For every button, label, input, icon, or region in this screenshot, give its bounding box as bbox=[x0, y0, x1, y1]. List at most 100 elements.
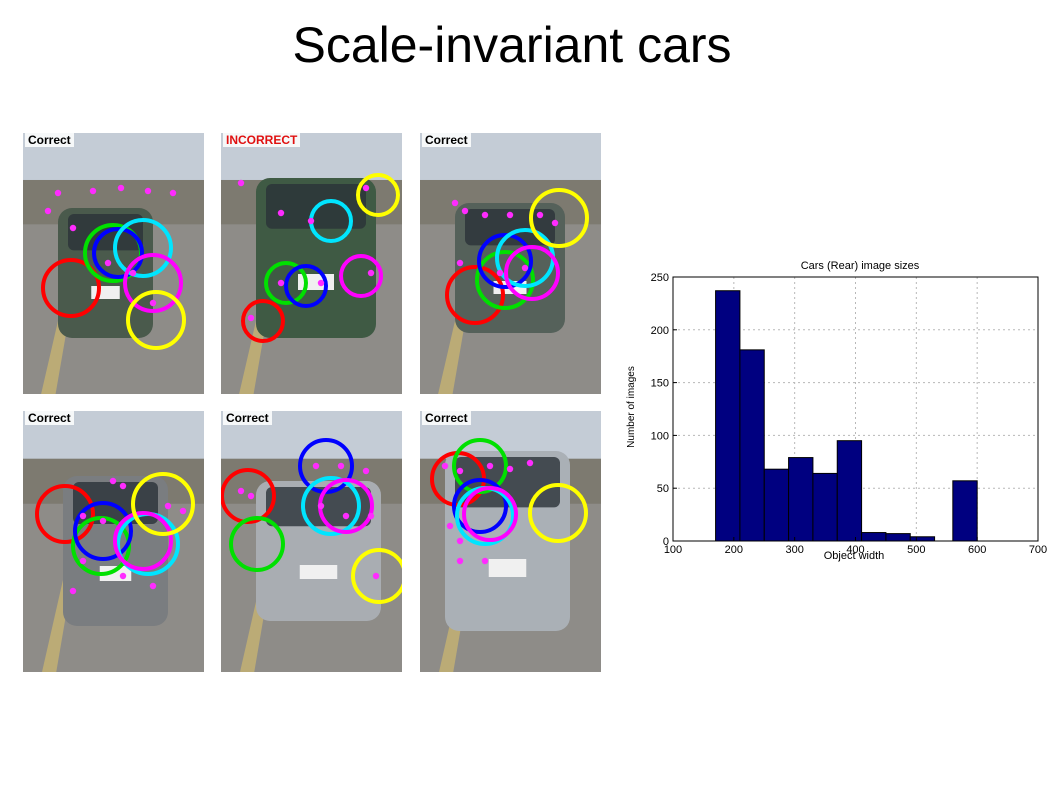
feature-point bbox=[44, 207, 52, 215]
feature-point bbox=[119, 572, 127, 580]
car-photo-5: Correct bbox=[221, 411, 402, 672]
histogram-bar bbox=[909, 536, 936, 542]
x-tick-label: 700 bbox=[1029, 544, 1047, 556]
panel-label-6: Correct bbox=[422, 411, 471, 425]
car-photo-3: Correct bbox=[420, 133, 601, 394]
histogram-bar bbox=[836, 440, 863, 542]
feature-circle bbox=[475, 250, 535, 310]
feature-point bbox=[521, 264, 529, 272]
feature-point bbox=[367, 269, 375, 277]
feature-point bbox=[536, 211, 544, 219]
feature-point bbox=[506, 465, 514, 473]
feature-point bbox=[317, 502, 325, 510]
y-tick-label: 50 bbox=[657, 483, 669, 495]
histogram-bar bbox=[812, 472, 838, 542]
car-photo-1-image bbox=[23, 133, 204, 394]
feature-point bbox=[496, 269, 504, 277]
panel-label-3: Correct bbox=[422, 133, 471, 147]
feature-point bbox=[99, 517, 107, 525]
car-photo-5-image bbox=[221, 411, 402, 672]
feature-point bbox=[317, 279, 325, 287]
car-rear-window bbox=[73, 482, 158, 524]
feature-circle bbox=[241, 299, 285, 343]
feature-point bbox=[169, 189, 177, 197]
feature-point bbox=[129, 269, 137, 277]
histogram-bar bbox=[885, 533, 911, 542]
car-photo-4: Correct bbox=[23, 411, 204, 672]
feature-circle bbox=[92, 227, 144, 279]
feature-circle bbox=[41, 258, 101, 318]
slide-title: Scale-invariant cars bbox=[292, 17, 732, 73]
car-photo-2-image bbox=[221, 133, 402, 394]
feature-circle bbox=[529, 188, 589, 248]
feature-circle bbox=[445, 265, 505, 325]
feature-point bbox=[307, 217, 315, 225]
feature-point bbox=[119, 482, 127, 490]
feature-point bbox=[526, 459, 534, 467]
feature-circle bbox=[264, 261, 308, 305]
feature-circle bbox=[356, 173, 400, 217]
y-tick-label: 200 bbox=[651, 325, 669, 337]
feature-point bbox=[69, 587, 77, 595]
license-plate bbox=[299, 565, 338, 579]
feature-point bbox=[456, 259, 464, 267]
feature-circle bbox=[126, 290, 186, 350]
feature-circle bbox=[73, 501, 133, 561]
panel-label-2: INCORRECT bbox=[223, 133, 301, 147]
car-photo-3-image bbox=[420, 133, 601, 394]
feature-point bbox=[372, 572, 380, 580]
feature-point bbox=[117, 184, 125, 192]
feature-point bbox=[104, 259, 112, 267]
feature-point bbox=[69, 224, 77, 232]
car-photo-4-image bbox=[23, 411, 204, 672]
histogram-bar bbox=[788, 457, 814, 542]
y-tick-label: 250 bbox=[651, 272, 669, 284]
histogram-bar bbox=[715, 290, 741, 542]
feature-point bbox=[456, 467, 464, 475]
feature-circle bbox=[229, 516, 285, 572]
histogram-bar bbox=[861, 532, 887, 542]
feature-circle bbox=[284, 264, 328, 308]
feature-circle bbox=[113, 511, 173, 571]
feature-point bbox=[79, 557, 87, 565]
feature-point bbox=[247, 492, 255, 500]
y-tick-label: 100 bbox=[651, 430, 669, 442]
feature-point bbox=[312, 462, 320, 470]
feature-point bbox=[551, 219, 559, 227]
feature-point bbox=[89, 187, 97, 195]
feature-point bbox=[342, 512, 350, 520]
feature-point bbox=[144, 187, 152, 195]
x-tick-label: 500 bbox=[907, 544, 925, 556]
panel-label-1: Correct bbox=[25, 133, 74, 147]
feature-point bbox=[109, 477, 117, 485]
panel-label-5: Correct bbox=[223, 411, 272, 425]
feature-point bbox=[149, 299, 157, 307]
x-tick-label: 200 bbox=[725, 544, 743, 556]
feature-point bbox=[456, 537, 464, 545]
feature-point bbox=[481, 557, 489, 565]
feature-point bbox=[456, 557, 464, 565]
feature-circle bbox=[351, 548, 402, 604]
feature-circle bbox=[504, 245, 560, 301]
x-tick-label: 100 bbox=[664, 544, 682, 556]
feature-point bbox=[446, 522, 454, 530]
feature-circle bbox=[35, 484, 95, 544]
chart-xlabel: Object width bbox=[824, 550, 885, 562]
feature-point bbox=[237, 487, 245, 495]
feature-circle bbox=[452, 478, 508, 534]
feature-point bbox=[362, 184, 370, 192]
feature-circle bbox=[71, 516, 131, 576]
chart-title: Cars (Rear) image sizes bbox=[801, 260, 920, 272]
y-tick-label: 150 bbox=[651, 378, 669, 390]
feature-point bbox=[149, 582, 157, 590]
car-photo-2: INCORRECT bbox=[221, 133, 402, 394]
feature-circle bbox=[123, 253, 183, 313]
feature-point bbox=[461, 207, 469, 215]
feature-point bbox=[451, 199, 459, 207]
feature-point bbox=[362, 467, 370, 475]
histogram-bar bbox=[952, 480, 978, 542]
feature-circle bbox=[462, 486, 518, 542]
feature-circle bbox=[113, 218, 173, 278]
car-photo-1: Correct bbox=[23, 133, 204, 394]
feature-point bbox=[79, 512, 87, 520]
